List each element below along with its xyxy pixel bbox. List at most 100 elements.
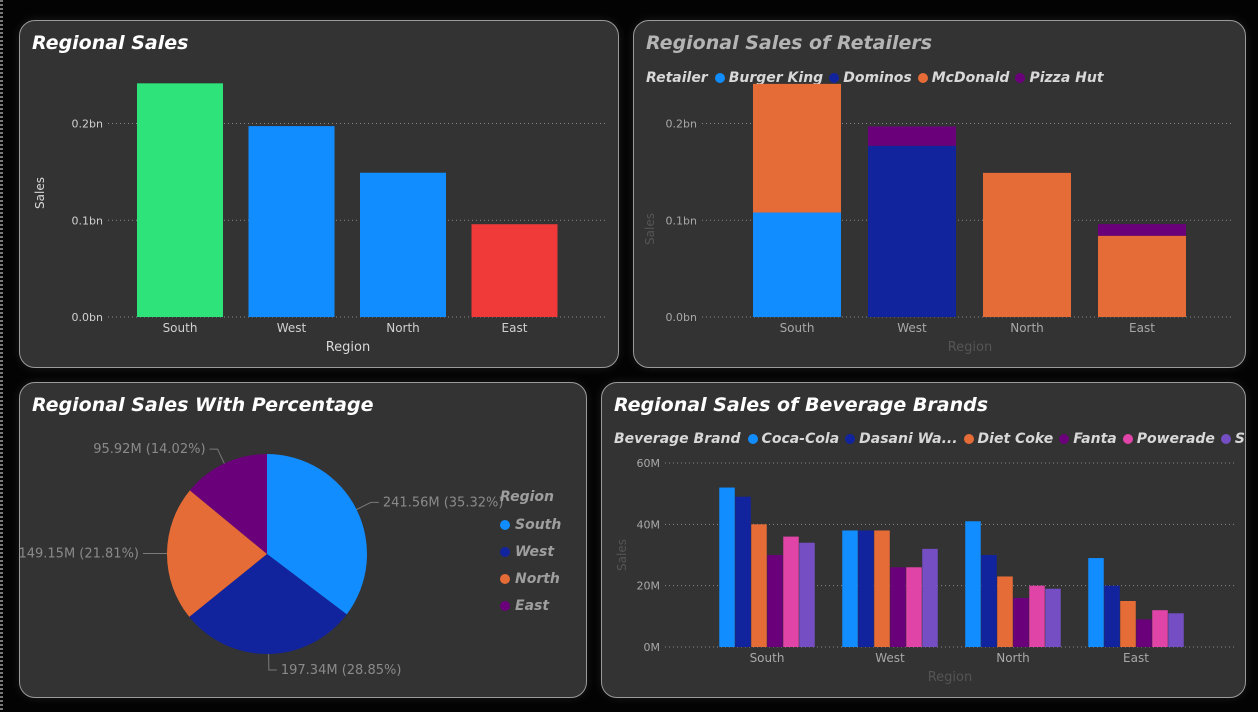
pie-legend-dot xyxy=(500,573,510,584)
retailer-bar-segment[interactable] xyxy=(753,212,841,317)
pie-legend: Region South West North East xyxy=(500,489,561,619)
beverage-legend-item[interactable]: Sprite xyxy=(1220,431,1246,447)
beverage-xtick-label: East xyxy=(1123,651,1149,665)
beverage-bar[interactable] xyxy=(1136,619,1152,647)
retailer-xtick-label: North xyxy=(1010,321,1044,335)
beverage-bar[interactable] xyxy=(719,487,735,647)
beverage-legend-label: Diet Coke xyxy=(977,431,1054,447)
beverage-legend-dot xyxy=(1220,434,1231,444)
beverage-bar[interactable] xyxy=(1104,585,1120,647)
retailer-bar-segment[interactable] xyxy=(868,145,956,317)
beverage-legend-item[interactable]: Fanta xyxy=(1059,431,1117,447)
retailer-legend-item[interactable]: Dominos xyxy=(829,70,912,86)
regional-bar[interactable] xyxy=(137,83,223,318)
beverage-legend-dot xyxy=(1122,434,1133,444)
beverage-bar[interactable] xyxy=(965,521,981,647)
beverage-sales-chart[interactable]: 0M 20M 40M 60M South West North East Region Sales xyxy=(602,383,1245,697)
percentage-sales-card[interactable]: Regional Sales With Percentage 241.56M (… xyxy=(19,382,587,698)
retailer-legend-label: McDonald xyxy=(931,70,1010,86)
beverage-bar[interactable] xyxy=(842,530,858,647)
beverage-legend-dot xyxy=(747,434,758,444)
beverage-legend-dot xyxy=(845,434,856,444)
regional-xtick-label: East xyxy=(502,321,528,335)
regional-ytick-label: 0.0bn xyxy=(72,311,103,324)
retailer-legend-item[interactable]: Burger King xyxy=(714,70,823,86)
pie-slice[interactable] xyxy=(189,454,267,554)
retailer-sales-chart[interactable]: 0.0bn 0.1bn 0.2bn South West North East Region S… xyxy=(634,21,1245,367)
beverage-bar[interactable] xyxy=(767,555,783,647)
beverage-legend-item[interactable]: Diet Coke xyxy=(963,431,1054,447)
beverage-legend-label: Coca-Cola xyxy=(761,431,840,447)
retailer-xtick-label: East xyxy=(1129,321,1155,335)
pie-legend-label: East xyxy=(515,597,550,614)
retailer-bar-segment[interactable] xyxy=(1098,224,1186,236)
regional-sales-chart[interactable]: 0.0bn 0.1bn 0.2bn South West North East Region S… xyxy=(20,21,618,367)
pie-slice[interactable] xyxy=(267,454,367,615)
beverage-legend-label: Sprite xyxy=(1234,431,1246,447)
beverage-bar[interactable] xyxy=(1120,601,1136,647)
pie-slice[interactable] xyxy=(166,490,267,617)
beverage-bar[interactable] xyxy=(1152,610,1168,647)
beverage-bar[interactable] xyxy=(735,496,751,647)
beverage-bar[interactable] xyxy=(751,524,767,647)
pie-data-label: 95.92M (14.02%) xyxy=(93,442,205,457)
beverage-bar[interactable] xyxy=(890,567,906,647)
retailer-legend-label: Dominos xyxy=(843,70,912,86)
pie-slice[interactable] xyxy=(189,554,347,654)
beverage-ytick-label: 20M xyxy=(637,580,661,593)
beverage-bar[interactable] xyxy=(997,576,1013,647)
retailer-bar-segment[interactable] xyxy=(1098,235,1186,317)
pie-data-label: 241.56M (35.32%) xyxy=(383,495,504,510)
beverage-sales-card[interactable]: Regional Sales of Beverage Brands Bevera… xyxy=(601,382,1246,698)
regional-bar[interactable] xyxy=(248,126,335,317)
beverage-bar[interactable] xyxy=(799,542,815,647)
retailer-legend-dot xyxy=(829,73,840,83)
regional-xtick-label: North xyxy=(386,321,420,335)
pie-legend-item[interactable]: South xyxy=(500,511,561,538)
beverage-bar[interactable] xyxy=(858,530,874,647)
retailer-yaxis-label: Sales xyxy=(643,213,657,245)
beverage-bar[interactable] xyxy=(1045,588,1061,647)
beverage-bar[interactable] xyxy=(1029,585,1045,647)
beverage-bar[interactable] xyxy=(1088,558,1104,647)
retailer-xaxis-label: Region xyxy=(948,340,993,355)
beverage-ytick-label: 60M xyxy=(637,457,661,470)
beverage-yaxis-label: Sales xyxy=(615,539,629,571)
pie-legend-label: North xyxy=(515,570,560,587)
retailer-legend-title: Retailer xyxy=(646,70,708,86)
canvas-edge-dots xyxy=(0,0,3,712)
retailer-ytick-label: 0.1bn xyxy=(666,214,697,227)
beverage-bar[interactable] xyxy=(981,555,997,647)
retailer-bar-segment[interactable] xyxy=(983,172,1071,317)
regional-bar[interactable] xyxy=(471,224,558,317)
beverage-bar[interactable] xyxy=(1168,613,1184,647)
retailer-legend-item[interactable]: Pizza Hut xyxy=(1015,70,1104,86)
retailer-xtick-label: West xyxy=(897,321,927,335)
beverage-bar[interactable] xyxy=(1013,597,1029,647)
beverage-legend-label: Dasani Wa... xyxy=(859,431,958,447)
beverage-legend: Beverage Brand Coca-Cola Dasani Wa... Diet… xyxy=(614,431,1246,447)
pie-legend-dot xyxy=(500,546,510,557)
beverage-legend-dot xyxy=(1059,434,1070,444)
pie-data-label: 149.15M (21.81%) xyxy=(20,546,139,561)
retailer-bar-segment[interactable] xyxy=(753,83,841,213)
pie-legend-item[interactable]: East xyxy=(500,592,561,619)
pie-legend-label: South xyxy=(515,516,562,533)
retailer-bar-segment[interactable] xyxy=(868,126,956,146)
retailer-legend-item[interactable]: McDonald xyxy=(917,70,1010,86)
beverage-legend-item[interactable]: Powerade xyxy=(1122,431,1215,447)
beverage-legend-item[interactable]: Dasani Wa... xyxy=(845,431,958,447)
retailer-legend-label: Pizza Hut xyxy=(1029,70,1104,86)
beverage-bar[interactable] xyxy=(922,548,938,647)
regional-sales-card[interactable]: Regional Sales 0.0bn 0.1bn 0.2bn South West N… xyxy=(19,20,619,368)
regional-bar[interactable] xyxy=(360,172,446,317)
retailer-sales-card[interactable]: Regional Sales of Retailers Retailer Bur… xyxy=(633,20,1246,368)
percentage-pie-chart[interactable]: 241.56M (35.32%) 197.34M (28.85%) 149.15M … xyxy=(20,383,586,697)
beverage-bar[interactable] xyxy=(783,536,799,647)
regional-sales-title: Regional Sales xyxy=(32,32,189,54)
pie-legend-item[interactable]: North xyxy=(500,565,561,592)
pie-legend-item[interactable]: West xyxy=(500,538,561,565)
beverage-bar[interactable] xyxy=(874,530,890,647)
beverage-legend-item[interactable]: Coca-Cola xyxy=(747,431,840,447)
beverage-bar[interactable] xyxy=(906,567,922,647)
